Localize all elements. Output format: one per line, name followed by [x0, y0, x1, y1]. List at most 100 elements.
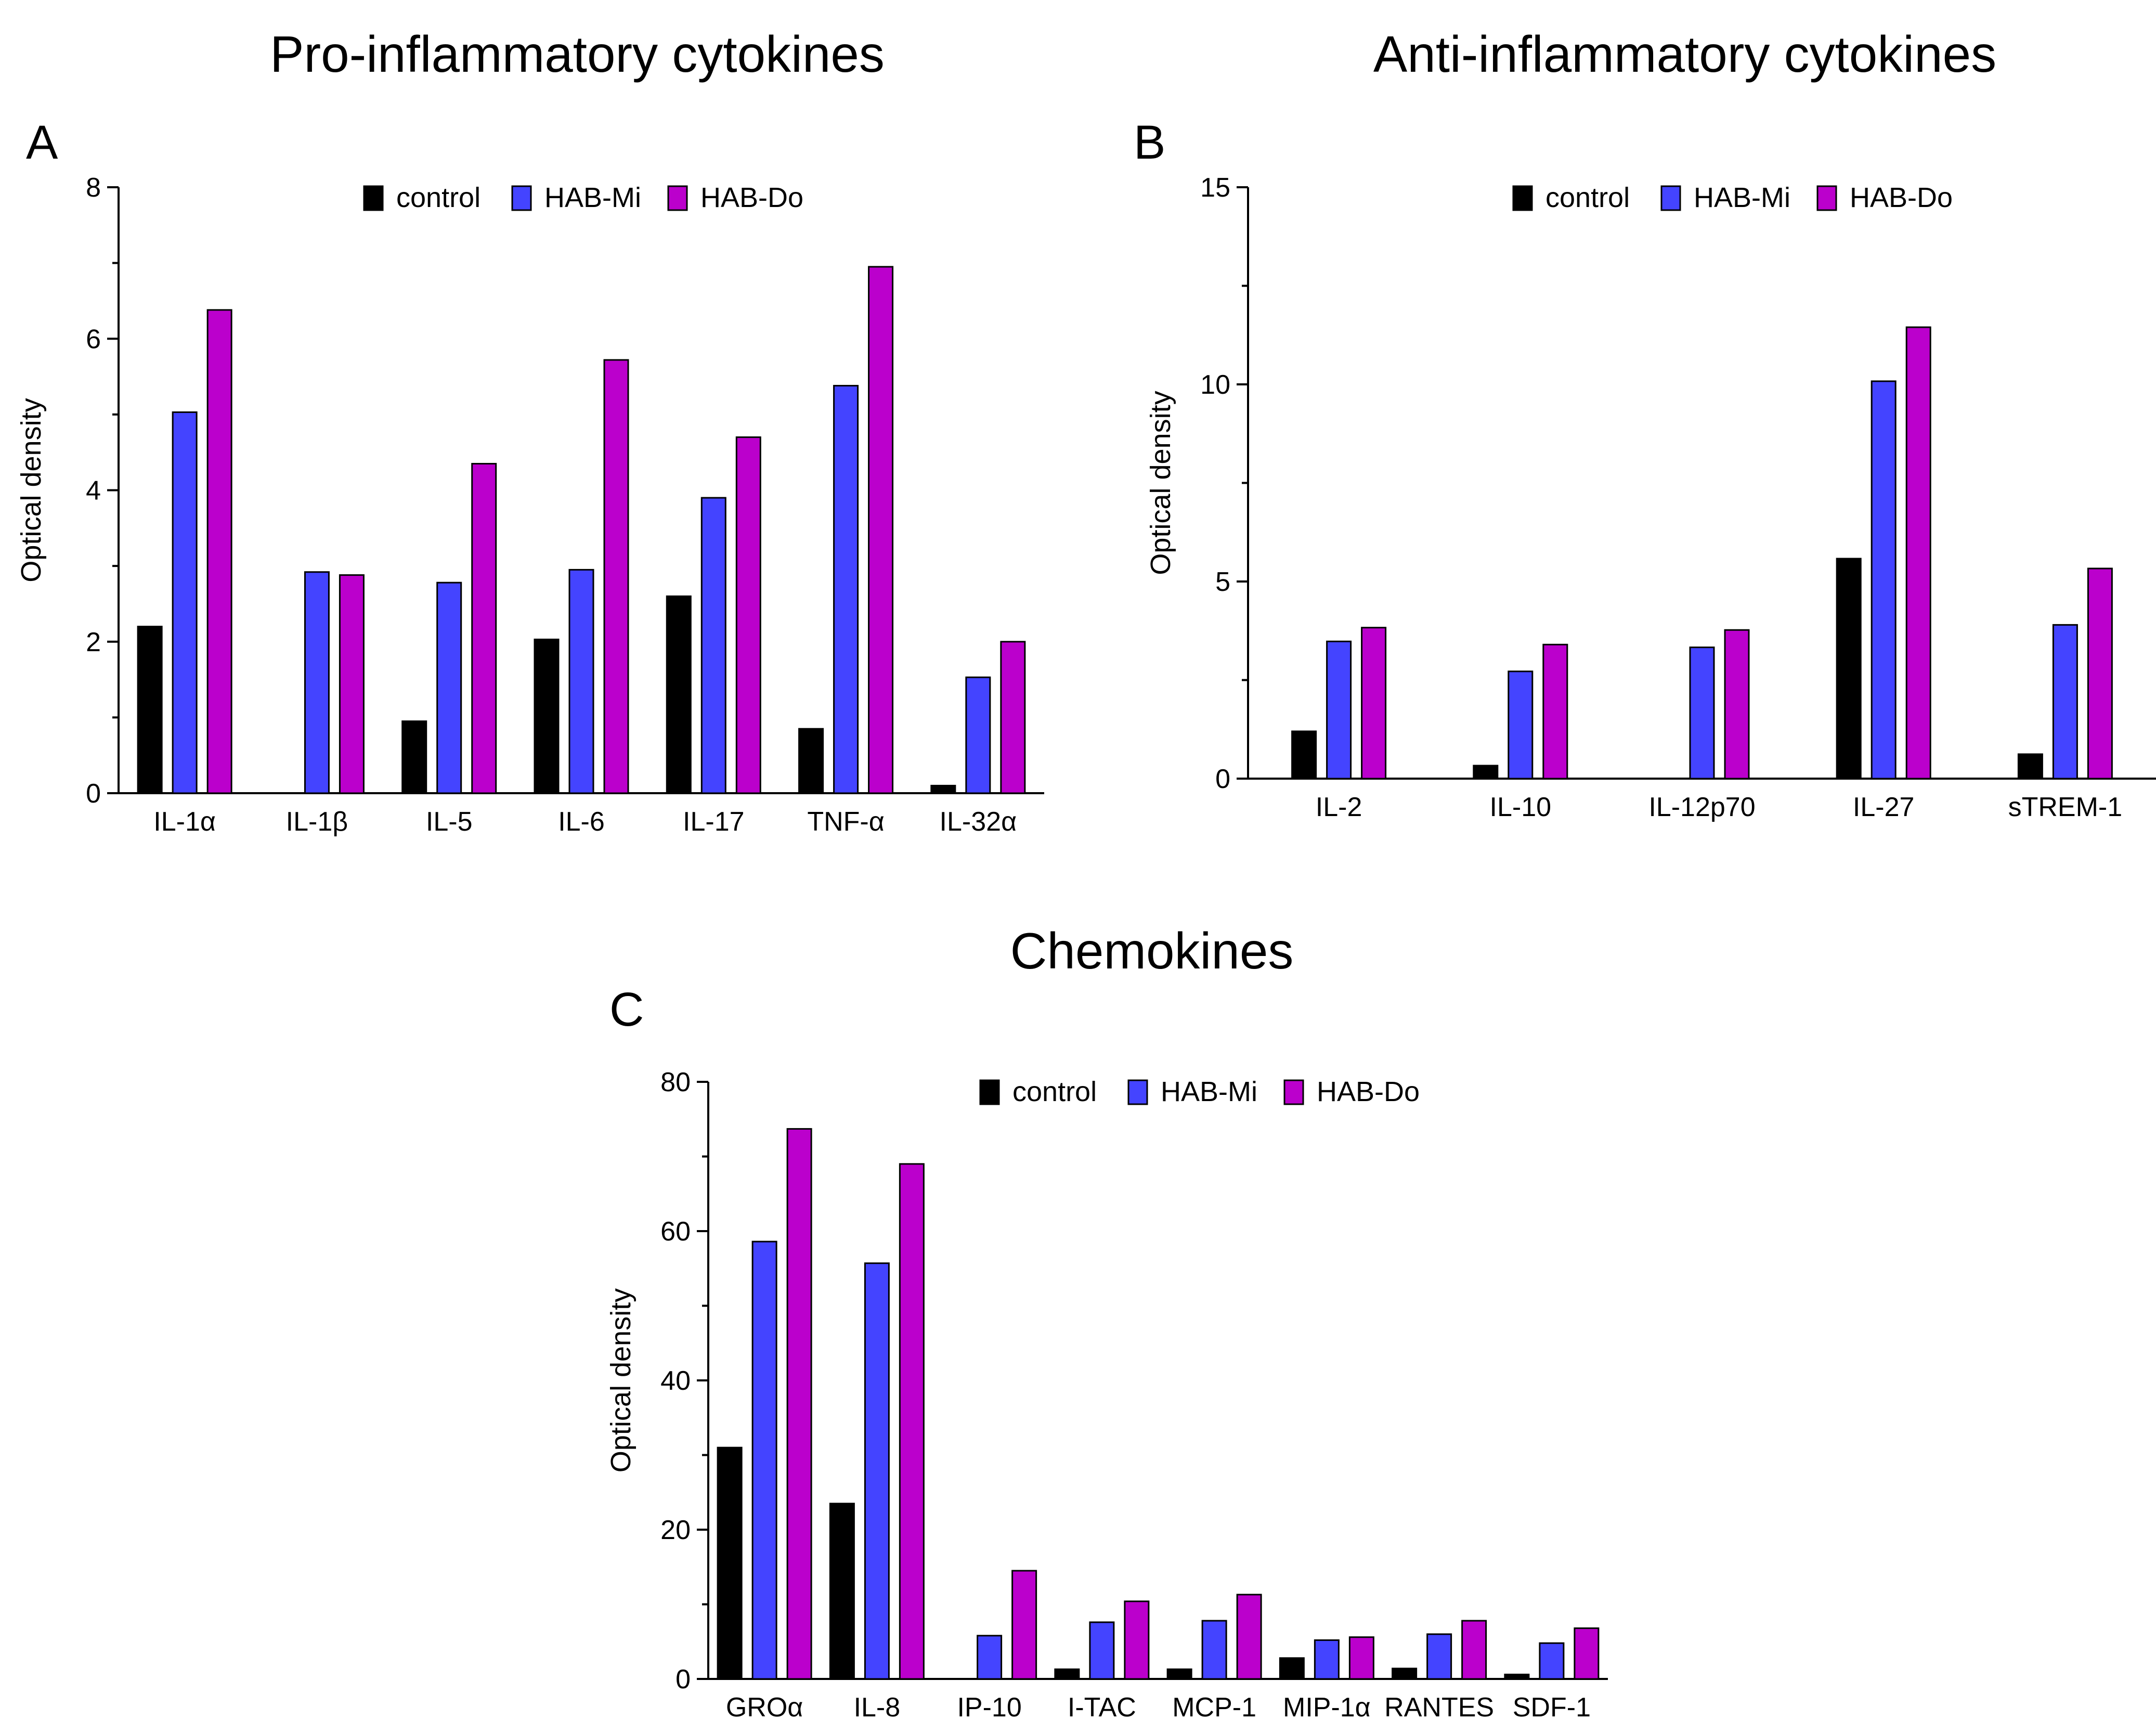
- panel-a-bar-control: [666, 595, 692, 794]
- panel-a-bar-hab-mi: [436, 581, 462, 794]
- panel-c-category-label: GROα: [726, 1692, 803, 1723]
- panel-a-ytick-label: 4: [86, 476, 101, 506]
- panel-a-bar-hab-do: [1000, 641, 1026, 794]
- panel-c-bar-hab-do: [1011, 1570, 1037, 1680]
- panel-c-legend-label: HAB-Mi: [1161, 1076, 1257, 1107]
- panel-c-legend-swatch-control: [979, 1079, 1000, 1105]
- panel-a-bar-control: [401, 720, 427, 794]
- panel-c-letter: C: [609, 983, 644, 1036]
- panel-a-ytick-label: 0: [86, 779, 101, 809]
- panel-b-bar-hab-mi: [1508, 670, 1534, 780]
- panel-c-bar-hab-do: [1348, 1636, 1374, 1680]
- panel-c-category-label: IP-10: [957, 1692, 1021, 1723]
- panel-b-bar-hab-do: [1905, 326, 1931, 780]
- panel-a-bar-hab-mi: [965, 676, 991, 794]
- panel-a-ylabel: Optical density: [16, 398, 47, 582]
- panel-c-ytick-label: 0: [676, 1664, 691, 1695]
- panel-a-bar-hab-do: [206, 309, 232, 794]
- panel-a-bar-hab-do: [868, 266, 894, 794]
- panel-b-legend-swatch-hab-mi: [1660, 185, 1681, 211]
- panel-a-chart: Pro-inflammatory cytokines A 0 2 4 6 8 Optica…: [16, 25, 1044, 837]
- panel-c-ytick-label: 20: [660, 1515, 691, 1545]
- panel-c-bar-control: [1279, 1657, 1305, 1680]
- panel-b-category-label: IL-12p70: [1648, 792, 1755, 822]
- panel-a-bar-hab-do: [471, 463, 497, 794]
- panel-a-legend-label: control: [396, 182, 480, 213]
- panel-a-bar-control: [930, 784, 956, 794]
- panel-c-legend-swatch-hab-do: [1283, 1079, 1304, 1105]
- panel-c-category-label: SDF-1: [1513, 1692, 1591, 1723]
- panel-c-legend-label: HAB-Do: [1317, 1076, 1420, 1107]
- panel-b-category-label: sTREM-1: [2008, 792, 2123, 822]
- panel-a-category-label: IL-32α: [940, 807, 1017, 837]
- panel-c-bar-hab-do: [1236, 1594, 1262, 1680]
- panel-b-legend-label: HAB-Do: [1850, 182, 1953, 213]
- panel-c-category-label: MCP-1: [1172, 1692, 1256, 1723]
- panel-b-legend-label: HAB-Mi: [1694, 182, 1790, 213]
- panel-a-ytick-label: 2: [86, 627, 101, 657]
- panel-a-category-label: IL-17: [683, 807, 745, 837]
- panel-a-legend-label: HAB-Mi: [544, 182, 641, 213]
- panel-a-bar-control: [534, 638, 560, 794]
- panel-a-category-label: IL-1α: [153, 807, 216, 837]
- panel-a-legend-swatch-control: [363, 185, 384, 211]
- panel-c-category-label: MIP-1α: [1283, 1692, 1371, 1723]
- panel-c-bar-hab-do: [1124, 1600, 1150, 1680]
- panel-c-bar-hab-mi: [751, 1240, 777, 1680]
- panel-b-bar-control: [1836, 558, 1862, 780]
- panel-a-ytick-label: 6: [86, 324, 101, 354]
- panel-b-category-label: IL-2: [1316, 792, 1362, 822]
- panel-c-bar-hab-mi: [1314, 1639, 1340, 1680]
- panel-b-legend-swatch-control: [1512, 185, 1533, 211]
- panel-b-bar-control: [1291, 730, 1317, 780]
- panel-c-bar-control: [1166, 1668, 1192, 1680]
- panel-a-bar-hab-mi: [833, 385, 859, 794]
- panel-a-bar-control: [137, 626, 163, 794]
- panel-b-letter: B: [1134, 116, 1165, 169]
- panel-b-category-label: IL-27: [1853, 792, 1915, 822]
- panel-c-bar-hab-do: [786, 1128, 812, 1680]
- panel-c-title: Chemokines: [1010, 922, 1294, 979]
- panel-c-bar-hab-mi: [1426, 1633, 1452, 1680]
- panel-c-category-label: I-TAC: [1068, 1692, 1136, 1723]
- panel-c-chart: Chemokines C 0 20 40 60 80 Optical density GRO…: [605, 922, 1608, 1723]
- panel-b-category-label: IL-10: [1490, 792, 1552, 822]
- panel-a-bar-hab-do: [603, 359, 629, 794]
- panel-b-ylabel: Optical density: [1145, 391, 1176, 575]
- panel-a-category-label: TNF-α: [807, 807, 884, 837]
- panel-c-bar-hab-mi: [1201, 1620, 1227, 1680]
- panel-a-legend-swatch-hab-do: [667, 185, 688, 211]
- panel-a-ytick-label: 8: [86, 173, 101, 203]
- panel-b-bar-control: [2017, 753, 2043, 780]
- panel-a-bar-hab-do: [735, 436, 761, 794]
- panel-b-bar-hab-mi: [1871, 380, 1897, 780]
- panel-a-title: Pro-inflammatory cytokines: [270, 25, 885, 83]
- panel-b-bar-control: [1473, 765, 1499, 780]
- panel-b-bar-hab-do: [1724, 629, 1750, 780]
- panel-c-bar-hab-mi: [864, 1262, 890, 1680]
- panel-c-bar-hab-do: [899, 1163, 925, 1680]
- panel-c-bar-hab-mi: [977, 1635, 1003, 1680]
- panel-c-ylabel: Optical density: [605, 1288, 637, 1472]
- panel-c-legend-swatch-hab-mi: [1127, 1079, 1148, 1105]
- panel-a-letter: A: [26, 116, 58, 169]
- panel-c-bar-hab-do: [1574, 1627, 1600, 1680]
- panel-b-bar-hab-do: [1361, 627, 1387, 780]
- panel-c-bar-control: [1054, 1668, 1080, 1680]
- panel-c-category-label: RANTES: [1384, 1692, 1494, 1723]
- panel-c-ytick-label: 60: [660, 1217, 691, 1247]
- panel-a-bar-hab-mi: [304, 571, 330, 794]
- panel-c-legend-label: control: [1012, 1076, 1097, 1107]
- panel-c-bar-control: [829, 1503, 855, 1680]
- panel-b-title: Anti-inflammatory cytokines: [1373, 25, 1996, 83]
- panel-b-ytick-label: 10: [1200, 370, 1230, 400]
- panel-b-legend-swatch-hab-do: [1816, 185, 1837, 211]
- panel-a-bar-control: [798, 728, 824, 794]
- panel-b-ytick-label: 0: [1215, 764, 1230, 794]
- panel-a-category-label: IL-6: [558, 807, 605, 837]
- panel-c-ytick-label: 40: [660, 1366, 691, 1396]
- panel-a-bar-hab-mi: [172, 411, 198, 794]
- panel-a-bar-hab-mi: [700, 497, 726, 794]
- panel-b-bar-hab-do: [2087, 567, 2113, 780]
